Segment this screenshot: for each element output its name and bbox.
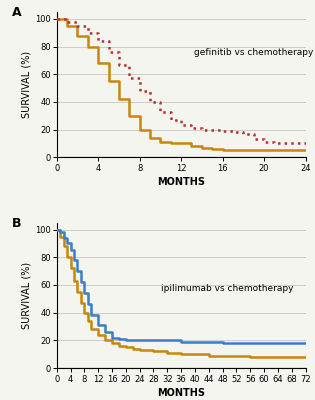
- Text: gefinitib vs chemotherapy: gefinitib vs chemotherapy: [193, 48, 313, 57]
- Text: A: A: [12, 6, 21, 19]
- X-axis label: MONTHS: MONTHS: [157, 388, 205, 398]
- Text: B: B: [12, 217, 21, 230]
- Text: ipilimumab vs chemotherapy: ipilimumab vs chemotherapy: [161, 284, 294, 292]
- Y-axis label: SURVIVAL (%): SURVIVAL (%): [21, 51, 31, 118]
- Y-axis label: SURVIVAL (%): SURVIVAL (%): [21, 262, 31, 329]
- X-axis label: MONTHS: MONTHS: [157, 178, 205, 188]
